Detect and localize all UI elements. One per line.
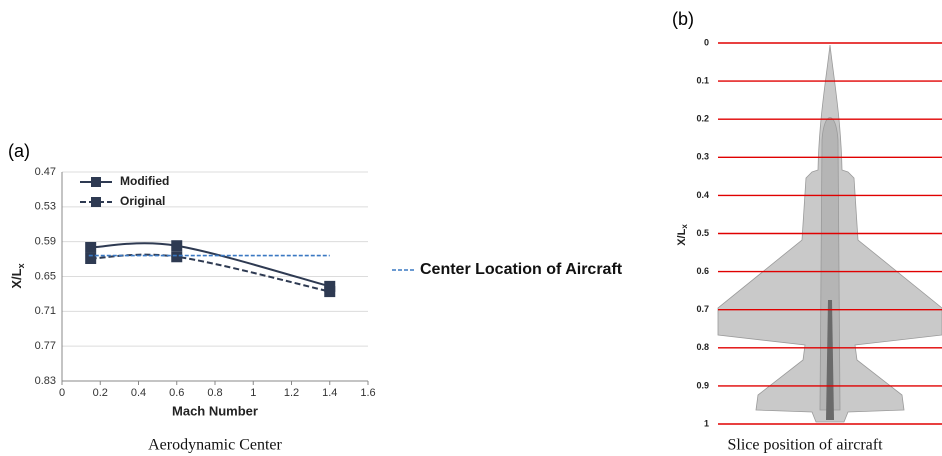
x-axis-label: Mach Number [172, 403, 258, 418]
marker [324, 286, 336, 298]
legend-label: Original [120, 194, 165, 208]
y-axis-label-main: X/L [9, 268, 24, 288]
x-tick-label: 1.2 [284, 387, 299, 399]
x-tick-label: 0.2 [93, 387, 108, 399]
caption: Aerodynamic Center [148, 437, 282, 454]
y-axis-label: X/Lx [676, 224, 689, 246]
y-tick-label: 0.77 [35, 340, 56, 352]
marker [171, 240, 183, 252]
y-tick-label: 0.3 [696, 152, 709, 162]
y-tick-label: 0.71 [35, 305, 56, 317]
legend-label: Center Location of Aircraft [420, 261, 623, 278]
y-tick-label: 0.59 [35, 236, 56, 248]
marker [85, 241, 97, 253]
legend-label: Modified [120, 174, 169, 188]
y-tick-label: 0.83 [35, 375, 56, 387]
y-tick-label: 0.53 [35, 201, 56, 213]
y-axis-label: X/Lx [9, 263, 26, 288]
legend-marker [91, 197, 101, 207]
y-axis-label-sub: x [16, 263, 26, 268]
panel-label: (a) [8, 141, 30, 161]
y-tick-label: 0.8 [696, 342, 709, 352]
x-tick-label: 1 [250, 387, 256, 399]
y-tick-label: 0.47 [35, 166, 56, 178]
y-tick-label: 0.1 [696, 75, 709, 85]
series-line [90, 253, 330, 293]
y-tick-label: 0.4 [696, 190, 709, 200]
y-tick-label: 1 [704, 418, 709, 428]
x-tick-label: 0.8 [207, 387, 222, 399]
x-tick-label: 0 [59, 387, 65, 399]
y-axis-label-main: X/L [676, 228, 688, 245]
y-tick-label: 0.9 [696, 380, 709, 390]
y-tick-label: 0.2 [696, 114, 709, 124]
y-tick-label: 0.65 [35, 270, 56, 282]
panel-label: (b) [672, 9, 694, 29]
marker [85, 253, 97, 265]
y-tick-label: 0.7 [696, 304, 709, 314]
legend-marker [91, 177, 101, 187]
x-tick-label: 0.4 [131, 387, 146, 399]
y-axis-label-sub: x [680, 224, 689, 229]
marker [171, 251, 183, 263]
caption: Slice position of aircraft [727, 437, 883, 454]
y-tick-label: 0.6 [696, 266, 709, 276]
y-tick-label: 0 [704, 37, 709, 47]
series-line [90, 242, 331, 288]
x-tick-label: 1.6 [360, 387, 375, 399]
x-tick-label: 1.4 [322, 387, 337, 399]
y-tick-label: 0.5 [696, 228, 709, 238]
x-tick-label: 0.6 [169, 387, 184, 399]
